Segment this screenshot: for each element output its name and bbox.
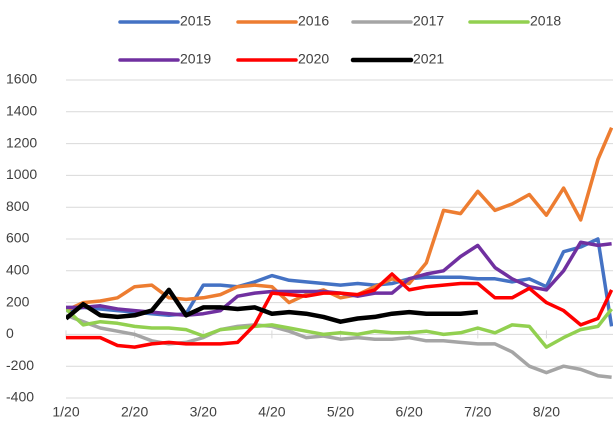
x-tick-label: 4/20 <box>258 404 285 420</box>
y-tick-label: 1400 <box>6 103 37 119</box>
y-tick-label: 800 <box>6 198 30 214</box>
x-tick-label: 7/20 <box>464 404 491 420</box>
legend-label: 2020 <box>298 51 329 67</box>
y-tick-label: 200 <box>6 293 30 309</box>
legend-label: 2016 <box>298 13 329 29</box>
series-line <box>66 307 613 349</box>
x-tick-label: 6/20 <box>396 404 423 420</box>
series-line <box>66 127 613 313</box>
x-tick-label: 5/20 <box>327 404 354 420</box>
y-tick-label: -400 <box>6 389 34 405</box>
plot-area <box>66 127 613 380</box>
legend-label: 2015 <box>180 13 211 29</box>
series-line <box>66 272 613 349</box>
legend-label: 2017 <box>413 13 444 29</box>
y-tick-label: 1200 <box>6 134 37 150</box>
y-tick-label: -200 <box>6 357 34 373</box>
y-tick-label: 1000 <box>6 166 37 182</box>
legend: 2015 2016 2017 2018 2019 2020 2021 <box>118 13 561 67</box>
series-line <box>66 287 479 324</box>
x-tick-label: 1/20 <box>52 404 79 420</box>
legend-label: 2018 <box>530 13 561 29</box>
y-tick-label: 400 <box>6 262 30 278</box>
y-tick-label: 0 <box>6 325 14 341</box>
grid: -400 -200 0 200 400 600 800 1000 1200 1400 1600 1/2… <box>6 71 613 420</box>
y-tick-label: 600 <box>6 230 30 246</box>
y-tick-label: 1600 <box>6 71 37 87</box>
x-tick-label: 8/20 <box>533 404 560 420</box>
legend-label: 2019 <box>180 51 211 67</box>
x-tick-label: 2/20 <box>121 404 148 420</box>
legend-label: 2021 <box>413 51 444 67</box>
x-tick-label: 3/20 <box>190 404 217 420</box>
